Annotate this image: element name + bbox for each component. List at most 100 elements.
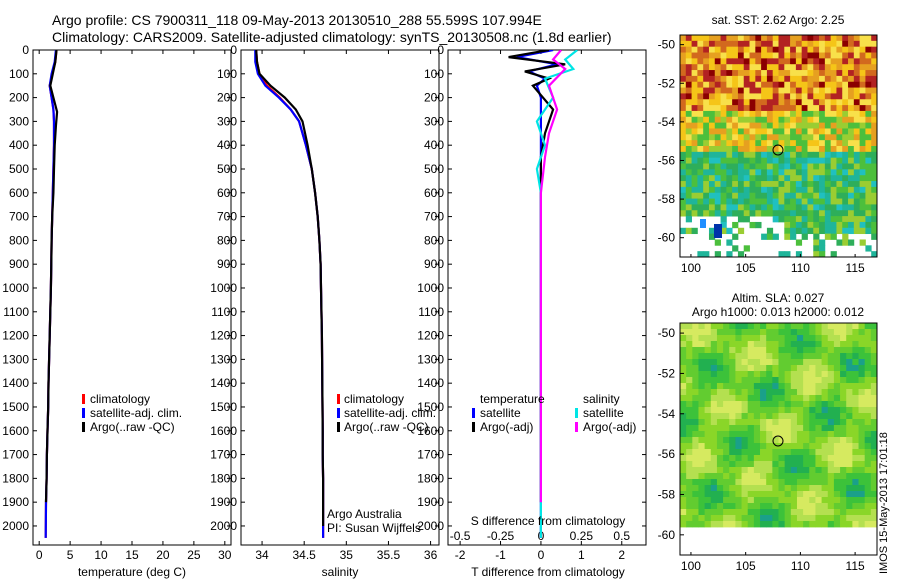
sst-cell	[697, 116, 704, 124]
sla-cell	[772, 341, 779, 348]
sst-cell	[732, 46, 739, 53]
sla-cell	[716, 365, 724, 372]
sst-cell	[703, 99, 710, 106]
sst-cell	[714, 81, 721, 88]
sst-cell	[737, 75, 745, 83]
sst-cell	[726, 134, 733, 141]
sst-cell	[790, 210, 797, 217]
sst-cell	[865, 40, 872, 48]
sla-cell	[698, 431, 706, 438]
sst-cell	[766, 87, 774, 94]
sla-cell	[723, 485, 730, 492]
sst-cell	[772, 186, 779, 194]
sla-cell	[729, 323, 736, 330]
sst-cell	[726, 181, 733, 188]
map-y-tick-label: -58	[658, 487, 676, 501]
y-tick-label: 500	[217, 162, 237, 176]
sla-cell	[741, 323, 749, 330]
sst-cell	[848, 181, 855, 188]
sla-cell	[760, 407, 767, 414]
sst-cell	[819, 134, 826, 141]
sst-cell	[680, 140, 687, 147]
sst-cell	[778, 198, 785, 205]
sst-cell	[836, 151, 843, 159]
sla-cell	[864, 413, 872, 420]
sla-cell	[846, 473, 853, 480]
sst-cell	[766, 70, 774, 77]
sst-cell	[871, 40, 878, 48]
sst-cell	[749, 210, 756, 217]
sla-cell	[846, 407, 853, 414]
sla-cell	[827, 425, 835, 432]
sst-cell	[697, 146, 704, 153]
y-tick-label: 1000	[2, 281, 29, 295]
sst-cell	[801, 198, 808, 205]
sst-cell	[801, 210, 808, 217]
sla-cell	[686, 473, 693, 480]
sla-cell	[760, 425, 767, 432]
sst-cell	[801, 186, 808, 194]
sst-cell	[842, 58, 849, 65]
sst-cell	[772, 110, 779, 118]
sla-cell	[803, 521, 810, 528]
sst-cell	[714, 239, 721, 246]
sla-cell	[846, 491, 853, 498]
sla-cell	[833, 425, 841, 432]
sst-cell	[865, 64, 872, 71]
sst-cell	[726, 93, 733, 100]
sla-cell	[704, 389, 712, 396]
sst-cell	[853, 46, 861, 53]
sst-cell	[732, 157, 739, 164]
y-tick-label: 1500	[417, 400, 444, 414]
sla-cell	[846, 515, 853, 522]
y-tick-label: 1600	[2, 424, 29, 438]
sst-cell	[824, 110, 832, 118]
sla-cell	[852, 389, 859, 396]
sst-cell	[842, 64, 849, 71]
sla-cell	[729, 335, 736, 342]
sla-cell	[692, 413, 699, 420]
sla-cell	[864, 473, 872, 480]
sla-cell	[747, 365, 755, 372]
sla-cell	[747, 515, 755, 522]
sla-cell	[809, 479, 816, 486]
sla-cell	[766, 509, 773, 516]
sst-cell	[790, 227, 797, 235]
sst-cell	[743, 46, 750, 53]
sla-cell	[772, 455, 779, 462]
sst-cell	[743, 99, 750, 106]
sla-cell	[772, 443, 779, 450]
sla-cell	[704, 329, 712, 336]
sla-cell	[747, 467, 755, 474]
sst-cell	[848, 169, 855, 176]
sla-cell	[815, 383, 822, 390]
sst-cell	[749, 128, 756, 135]
sst-cell	[737, 64, 745, 71]
sla-cell	[790, 323, 798, 330]
sla-cell	[716, 383, 724, 390]
map-y-tick-label: -56	[658, 447, 676, 461]
sst-cell	[842, 40, 849, 48]
sla-cell	[686, 509, 693, 516]
sla-cell	[852, 371, 859, 378]
sst-cell	[749, 110, 756, 118]
sla-cell	[710, 467, 718, 474]
sst-cell	[691, 81, 698, 88]
sla-cell	[809, 473, 816, 480]
sla-cell	[760, 353, 767, 360]
sla-heatmap	[680, 323, 878, 528]
sst-cell	[871, 163, 878, 170]
sst-cell	[871, 105, 878, 112]
sst-cell	[801, 35, 808, 42]
sst-cell	[732, 116, 739, 124]
sst-cell	[871, 75, 878, 83]
sst-cell	[680, 116, 687, 124]
sla-cell	[870, 497, 878, 504]
sst-cell	[766, 163, 774, 170]
sla-cell	[692, 491, 699, 498]
sst-cell	[697, 93, 704, 100]
sst-cell	[714, 169, 721, 176]
sla-cell	[729, 365, 736, 372]
sla-cell	[827, 359, 835, 366]
sst-cell	[871, 181, 878, 188]
